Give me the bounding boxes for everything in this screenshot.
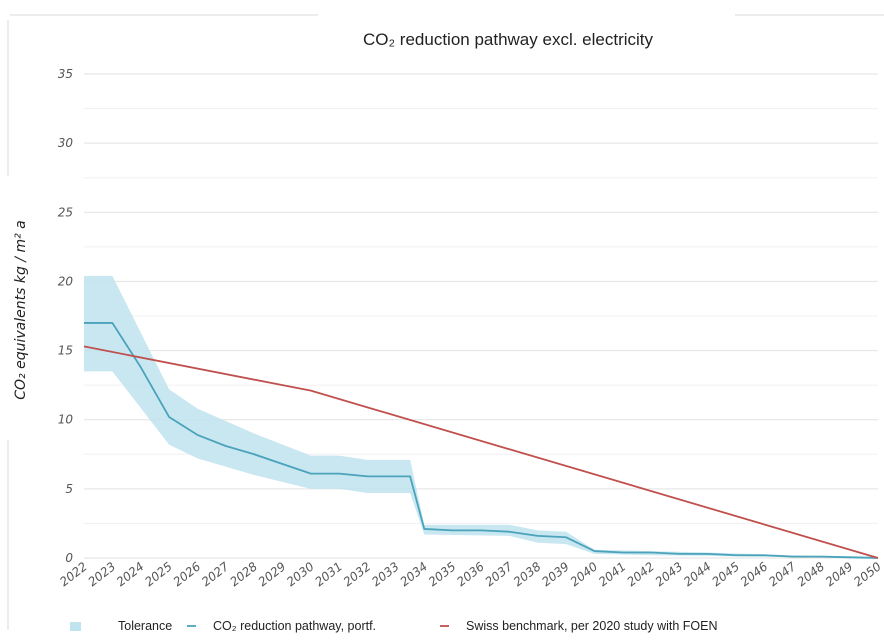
y-tick-label: 5 bbox=[65, 482, 73, 496]
y-tick-label: 0 bbox=[65, 551, 73, 565]
x-tick-label: 2045 bbox=[709, 559, 742, 589]
y-tick-label: 20 bbox=[58, 274, 74, 288]
x-tick-label: 2036 bbox=[454, 559, 487, 589]
x-tick-label: 2040 bbox=[568, 559, 601, 589]
y-tick-label: 10 bbox=[58, 413, 74, 427]
x-tick-label: 2034 bbox=[397, 559, 430, 589]
x-tick-label: 2044 bbox=[681, 559, 714, 589]
x-tick-label: 2049 bbox=[823, 559, 856, 589]
gridlines bbox=[84, 73, 878, 559]
x-tick-label: 2030 bbox=[284, 559, 317, 589]
frame-fragments bbox=[7, 14, 884, 630]
x-tick-label: 2039 bbox=[539, 559, 572, 589]
x-tick-label: 2041 bbox=[596, 559, 629, 589]
legend-label: CO₂ reduction pathway, portf. bbox=[213, 619, 376, 633]
legend-label: Swiss benchmark, per 2020 study with FOE… bbox=[466, 619, 718, 633]
x-tick-label: 2042 bbox=[624, 559, 657, 589]
y-axis-ticks: 0 5 10 15 20 25 30 35 bbox=[58, 67, 74, 565]
pathway-line bbox=[84, 322, 879, 559]
x-tick-label: 2023 bbox=[86, 559, 119, 589]
x-tick-label: 2048 bbox=[794, 559, 827, 589]
y-tick-label: 35 bbox=[58, 67, 73, 81]
y-tick-label: 15 bbox=[58, 344, 73, 358]
tolerance-band bbox=[84, 275, 878, 558]
x-tick-label: 2029 bbox=[256, 559, 289, 589]
x-tick-label: 2025 bbox=[142, 559, 175, 589]
x-tick-label: 2043 bbox=[653, 559, 686, 589]
x-tick-label: 2028 bbox=[227, 559, 260, 589]
x-tick-label: 2033 bbox=[369, 559, 402, 589]
benchmark-line bbox=[83, 345, 879, 559]
legend-label: Tolerance bbox=[118, 619, 172, 633]
y-tick-label: 25 bbox=[58, 205, 73, 219]
x-tick-label: 2037 bbox=[483, 559, 516, 589]
x-axis-ticks: 2022202320242025202620272028202920302031… bbox=[57, 559, 884, 589]
x-tick-label: 2050 bbox=[851, 559, 884, 589]
series-layer bbox=[83, 275, 879, 559]
x-tick-label: 2046 bbox=[738, 559, 771, 589]
x-tick-label: 2031 bbox=[312, 559, 345, 589]
x-tick-label: 2035 bbox=[426, 559, 459, 589]
x-tick-label: 2038 bbox=[511, 559, 544, 589]
x-tick-label: 2032 bbox=[341, 559, 374, 589]
x-tick-label: 2024 bbox=[114, 559, 147, 589]
y-tick-label: 30 bbox=[58, 136, 74, 150]
x-tick-label: 2026 bbox=[171, 559, 204, 589]
x-tick-label: 2047 bbox=[766, 559, 799, 589]
x-tick-label: 2027 bbox=[199, 559, 232, 589]
x-tick-label: 2022 bbox=[57, 559, 90, 589]
legend: Tolerance CO₂ reduction pathway, portf. Sw… bbox=[70, 619, 718, 633]
legend-swatch-tolerance bbox=[70, 622, 81, 631]
chart-title: CO₂ reduction pathway excl. electricity bbox=[363, 30, 654, 49]
y-axis-label: CO₂ equivalents kg / m² a bbox=[13, 220, 29, 399]
